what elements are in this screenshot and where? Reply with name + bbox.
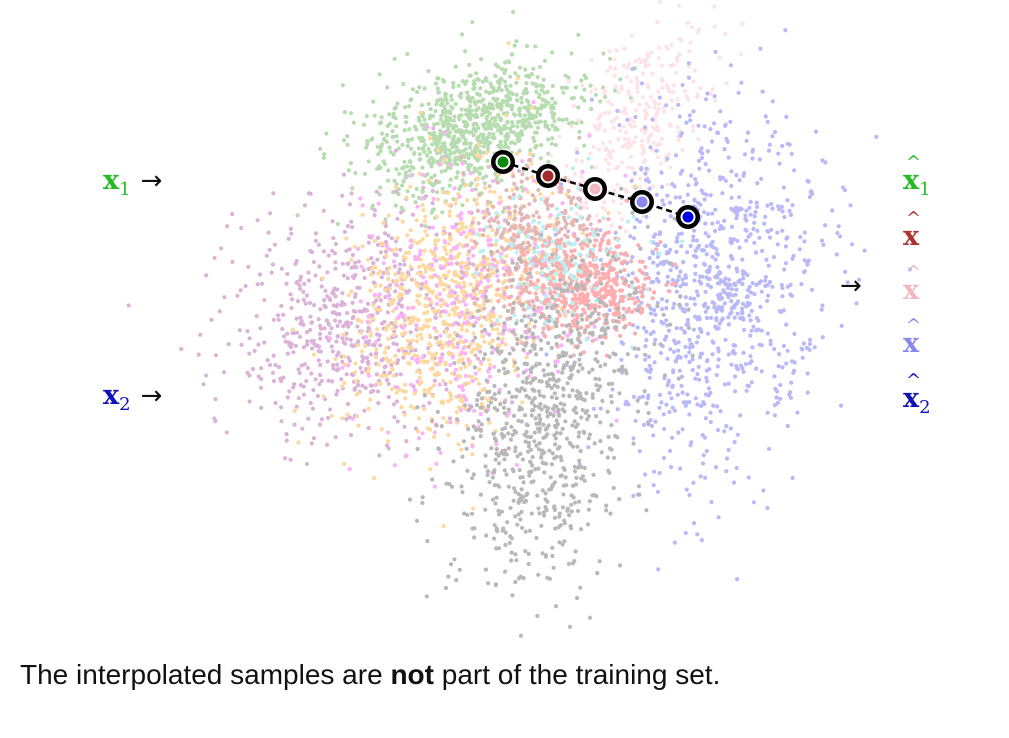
x1-arrow: → <box>140 166 163 196</box>
interpolation-path <box>491 150 700 229</box>
label-x1: x1 → <box>103 166 162 205</box>
output-arrow: → <box>840 271 862 301</box>
x2-arrow: → <box>140 381 163 411</box>
interp-point-core-mid-3 <box>636 196 648 208</box>
latent-space-scatter <box>126 0 913 638</box>
caption: The interpolated samples are not part of… <box>20 659 720 691</box>
output-xhat-5-symbol: x <box>903 366 921 414</box>
output-xhat-1-subscript: 1 <box>919 179 931 200</box>
interp-point-core-mid-1 <box>542 170 554 182</box>
x1-symbol: x <box>103 165 120 196</box>
cluster-blue <box>544 28 913 582</box>
caption-before: The interpolated samples are <box>20 659 391 690</box>
output-xhat-3: x <box>903 258 921 306</box>
output-xhat-5-subscript: 2 <box>919 397 931 418</box>
output-xhat-4-symbol: x <box>903 311 921 359</box>
label-x2: x2 → <box>103 381 162 420</box>
output-xhat-3-symbol: x <box>903 258 921 306</box>
output-xhat-2-symbol: x <box>903 204 921 252</box>
x2-symbol: x <box>103 380 120 411</box>
cluster-gray <box>407 186 695 638</box>
point-clouds <box>126 0 913 638</box>
x2-subscript: 2 <box>119 394 131 415</box>
caption-after: part of the training set. <box>433 659 721 690</box>
caption-bold: not <box>390 659 434 690</box>
output-xhat-1: x1 <box>903 148 931 205</box>
output-xhat-5: x2 <box>903 366 931 423</box>
interp-point-core-x1 <box>497 156 509 168</box>
output-xhat-2: x <box>903 204 921 252</box>
interp-point-core-mid-2 <box>589 183 601 195</box>
interp-point-core-x2 <box>682 211 694 223</box>
x1-subscript: 1 <box>119 179 131 200</box>
output-xhat-1-symbol: x <box>903 148 921 196</box>
output-xhat-4: x <box>903 311 921 359</box>
